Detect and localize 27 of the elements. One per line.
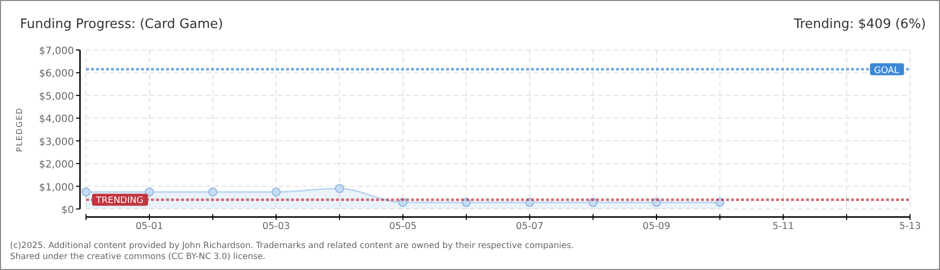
text: Shared under the creative commons (CC BY-NC 3.0) license. xyxy=(10,252,266,262)
x-tick-label: 05-07 xyxy=(516,221,544,232)
ref-line-label: GOAL xyxy=(874,66,900,76)
point xyxy=(208,187,218,196)
chart-title: Funding Progress: (Card Game) xyxy=(20,17,224,32)
y-tick-label: $0 xyxy=(61,205,74,216)
x-tick-label: 5-13 xyxy=(899,221,921,232)
y-tick-label: $3,000 xyxy=(39,136,74,148)
x-tick-label: 05-03 xyxy=(262,221,290,232)
point xyxy=(144,187,154,196)
x-tick-label: 5-11 xyxy=(772,221,794,232)
text: (c)2025. Additional content provided by John Richardson. Trademarks and related content are owned by their respective companies. xyxy=(10,241,574,251)
y-tick-label: $5,000 xyxy=(39,91,74,102)
y-tick-label: $2,000 xyxy=(39,160,74,171)
point xyxy=(335,184,344,194)
x-tick-label: 05-05 xyxy=(389,221,417,232)
y-axis-title: PLEDGED xyxy=(15,107,24,152)
point xyxy=(82,187,90,196)
x-tick-label: 05-09 xyxy=(642,221,670,232)
y-tick-label: $4,000 xyxy=(39,114,74,126)
ref-line-label: TRENDING xyxy=(95,196,144,206)
y-tick-label: $6,000 xyxy=(39,68,74,80)
y-tick-label: $7,000 xyxy=(39,46,74,57)
point xyxy=(272,187,281,196)
x-tick-label: 05-01 xyxy=(136,221,164,232)
y-tick-label: $1,000 xyxy=(39,182,74,194)
chart-subtitle: Trending: $409 (6%) xyxy=(792,17,926,32)
